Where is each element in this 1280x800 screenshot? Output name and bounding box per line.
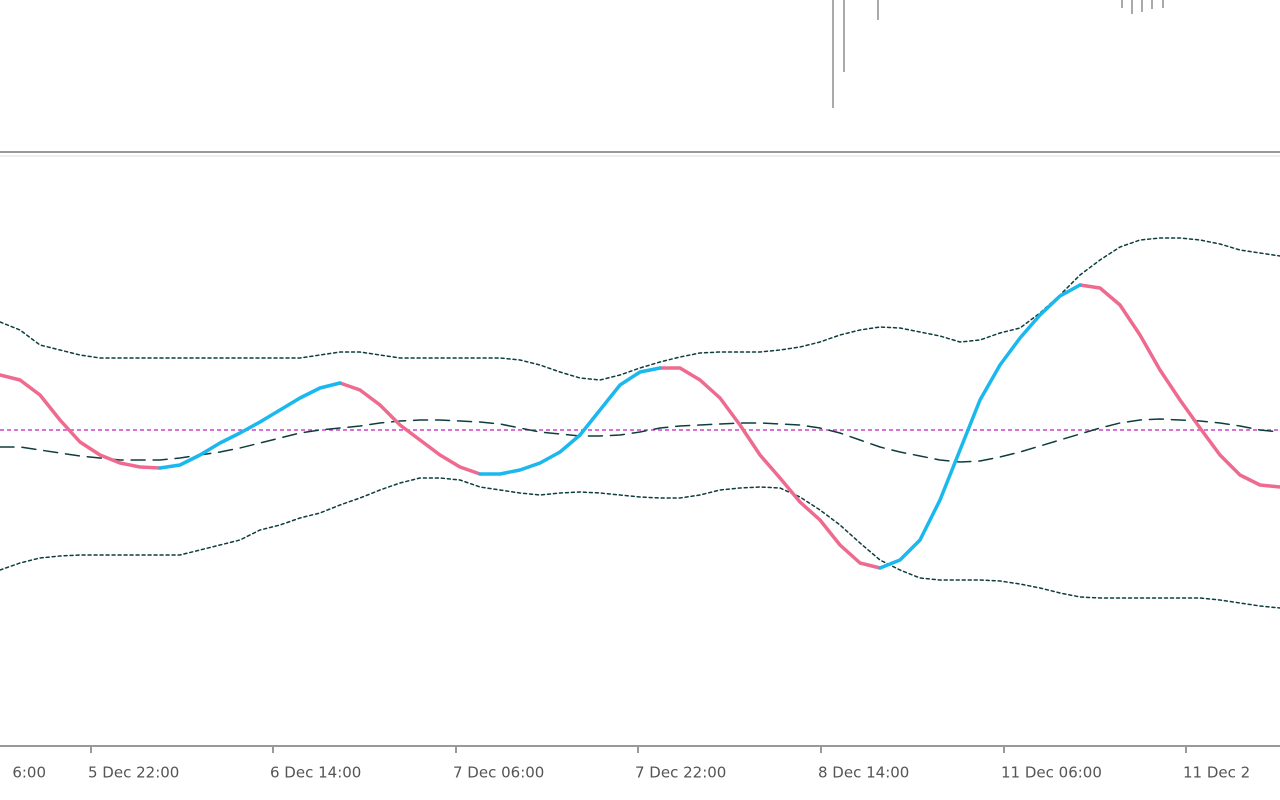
series-line [0, 477, 1280, 609]
series-line [0, 418, 1280, 463]
x-tick-label: 8 Dec 14:00 [818, 764, 909, 782]
price-panel [832, 0, 1164, 108]
series-line [158, 283, 1082, 570]
x-tick-label: 11 Dec 06:00 [1001, 764, 1102, 782]
series-line [0, 237, 1280, 381]
x-tick-label: 7 Dec 06:00 [453, 764, 544, 782]
x-tick-label: 6:00 [12, 764, 46, 782]
x-tick-label: 6 Dec 14:00 [270, 764, 361, 782]
x-tick-label: 5 Dec 22:00 [88, 764, 179, 782]
x-tick-label: 7 Dec 22:00 [635, 764, 726, 782]
x-tick-label: 11 Dec 2 [1183, 764, 1250, 782]
series-line [0, 283, 1280, 570]
